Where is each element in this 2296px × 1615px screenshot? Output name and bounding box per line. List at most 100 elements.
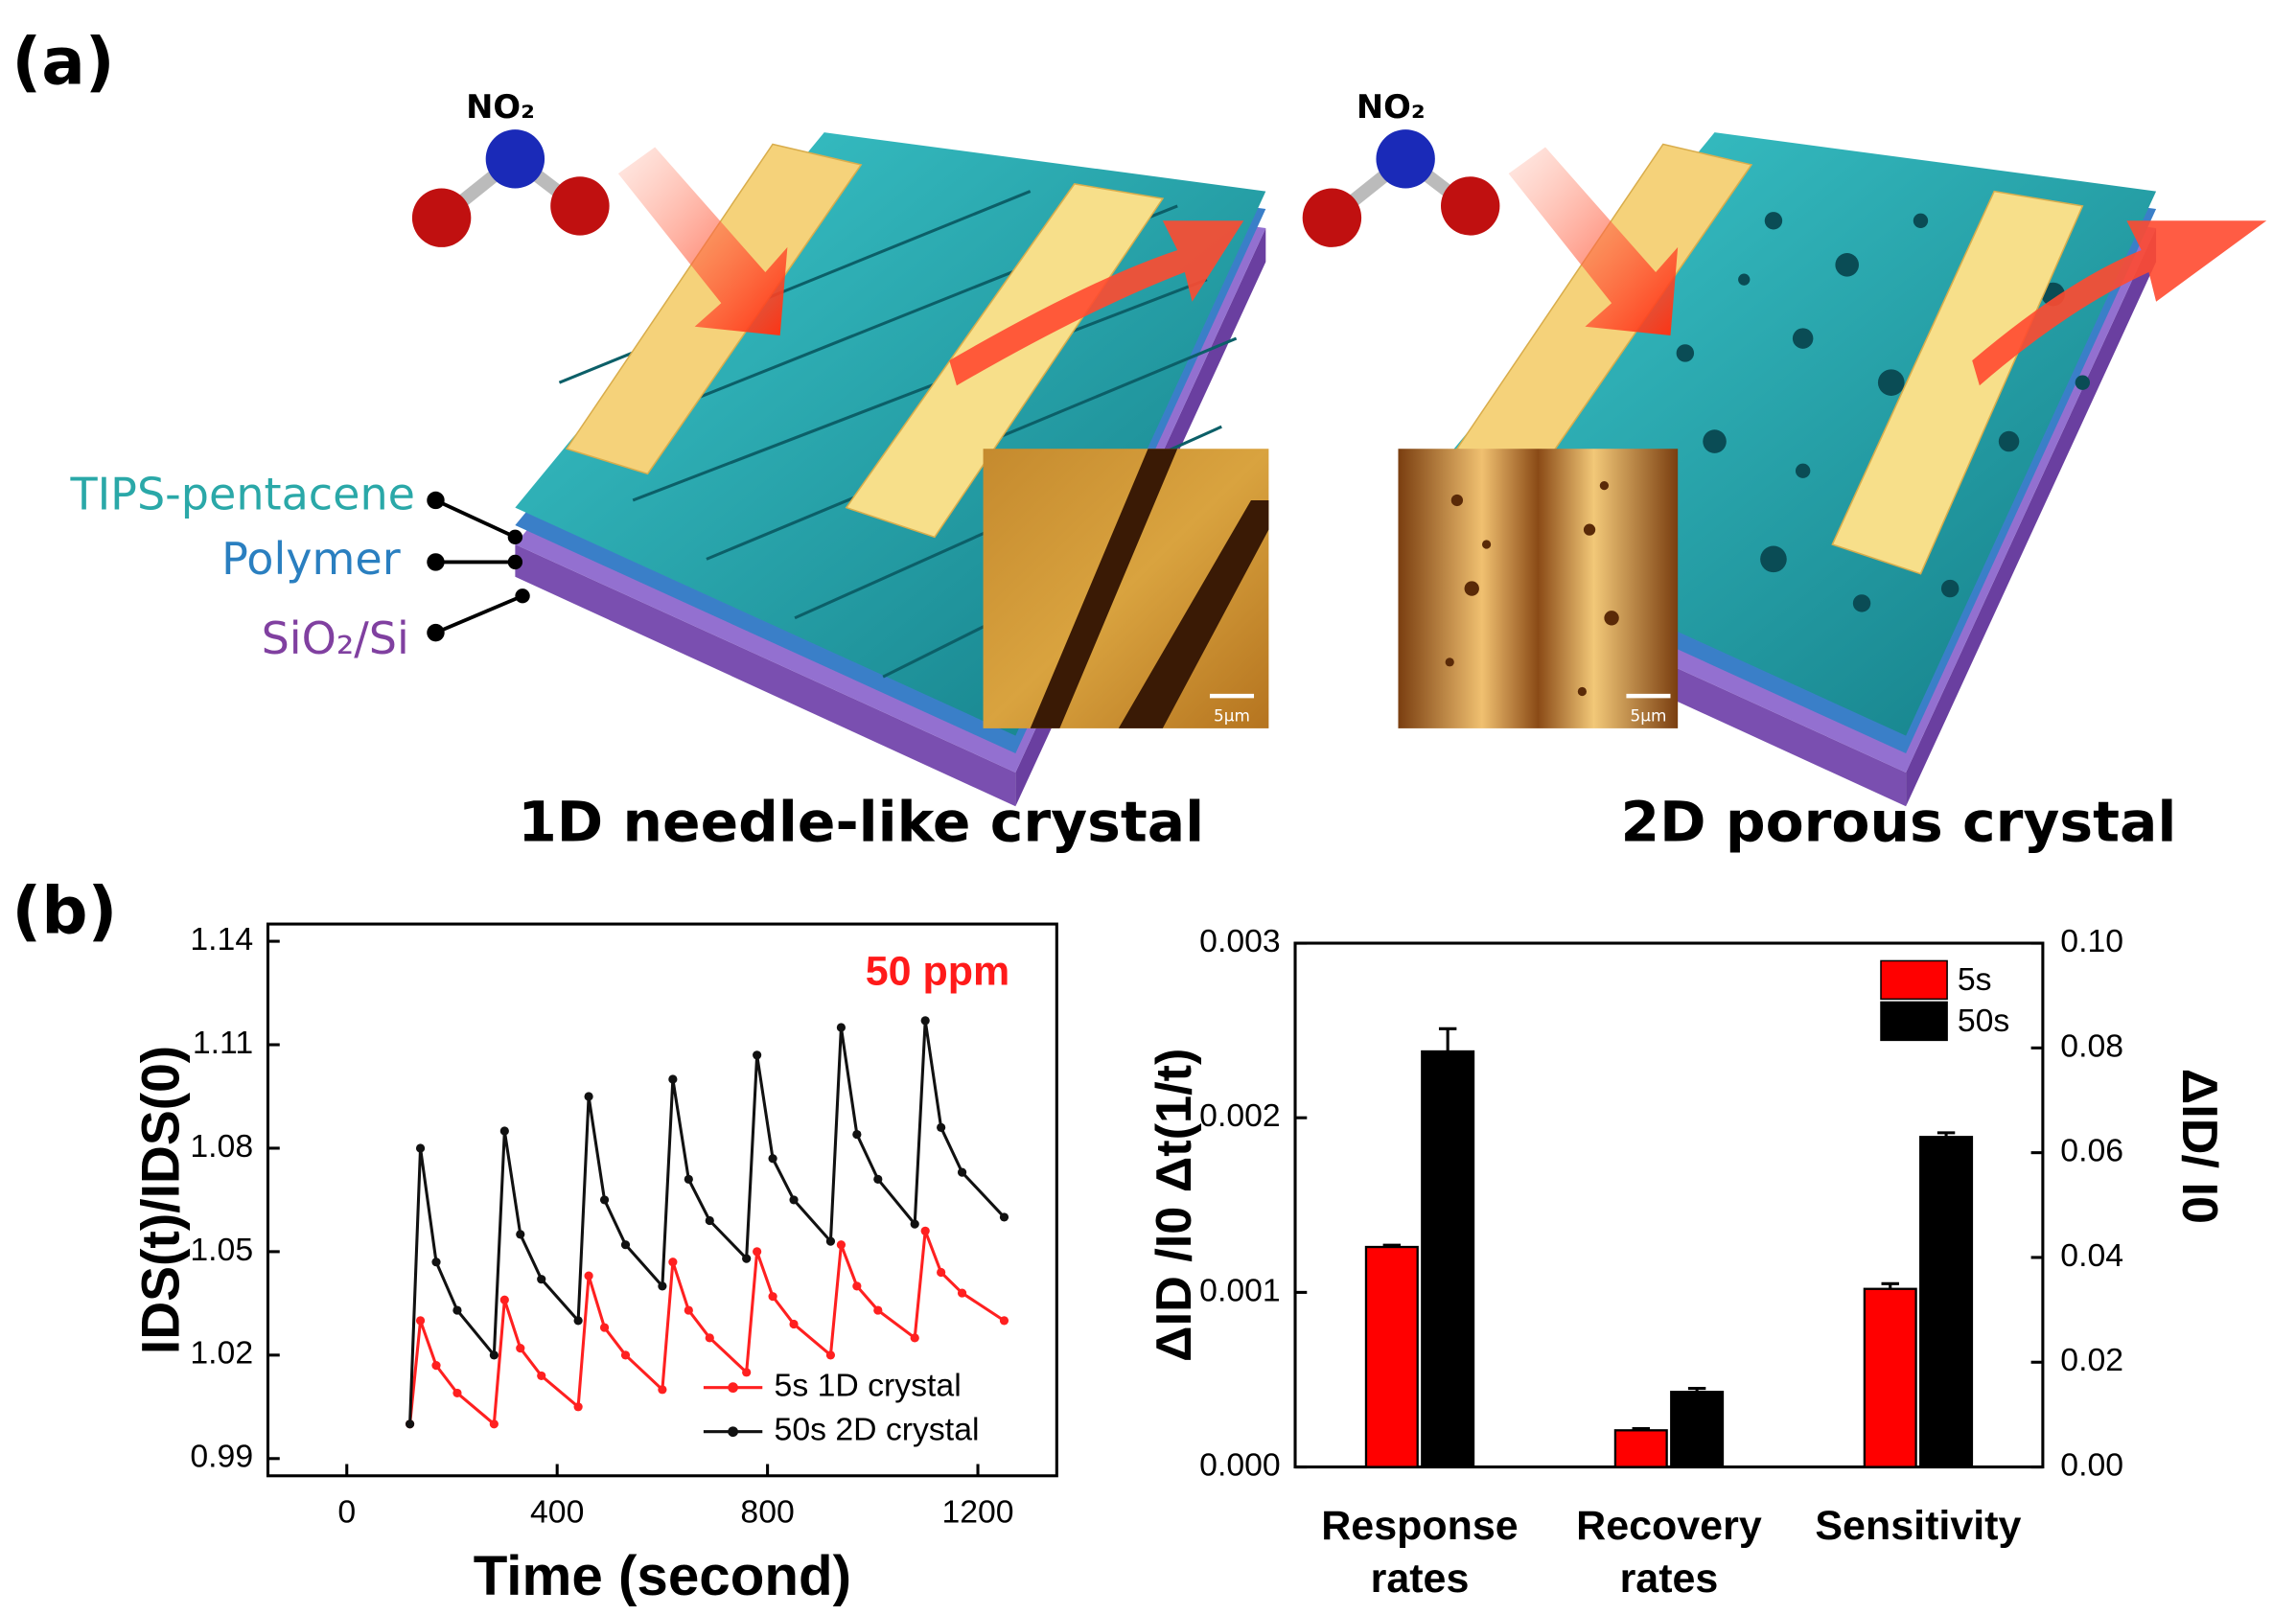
y-axis-label: ΔID /I0 Δt(1/t) <box>1147 1049 1202 1362</box>
data-point <box>684 1305 693 1315</box>
y-tick-label: 0.002 <box>1199 1097 1281 1134</box>
layer-label: SiO₂/Si <box>262 612 409 664</box>
circle <box>1764 212 1783 230</box>
data-point <box>431 1257 441 1267</box>
data-point <box>668 1074 678 1084</box>
data-point <box>537 1275 546 1284</box>
nitrogen-atom <box>485 129 545 189</box>
data-point <box>620 1240 631 1250</box>
y2-tick-label: 0.06 <box>2060 1133 2123 1169</box>
legend-marker <box>728 1426 738 1438</box>
bar <box>1613 1429 1668 1468</box>
data-point <box>489 1350 499 1360</box>
y-tick-label: 1.02 <box>190 1335 253 1372</box>
circle <box>1852 594 1871 612</box>
panel-label: (a) <box>12 24 114 100</box>
data-point <box>452 1388 462 1398</box>
legend-swatch <box>1880 959 1948 1001</box>
circle <box>1604 611 1619 626</box>
line <box>434 498 517 540</box>
layer-label: TIPS-pentacene <box>69 468 415 519</box>
oxygen-atom <box>550 176 610 236</box>
data-point <box>957 1167 967 1177</box>
circle <box>1583 523 1596 536</box>
oxygen-atom <box>1440 176 1500 236</box>
x-tick-label: Response rates <box>1321 1502 1519 1602</box>
data-point <box>573 1316 583 1326</box>
data-point <box>584 1092 593 1101</box>
circle <box>1913 213 1929 228</box>
leader-dot <box>427 491 445 510</box>
plot-frame <box>1293 941 2045 1469</box>
y2-axis-label: ΔID/ I0 <box>2171 1069 2227 1224</box>
data-point <box>836 1240 847 1250</box>
gas-arrow <box>1972 220 2267 386</box>
oxygen-atom <box>1302 188 1362 247</box>
line <box>632 278 1208 502</box>
data-point <box>768 1292 777 1302</box>
error-bar <box>1937 1131 1956 1138</box>
circle <box>1795 463 1811 478</box>
data-point <box>825 1350 836 1360</box>
x-tick-label: 0 <box>337 1494 356 1531</box>
data-point <box>489 1419 499 1429</box>
data-point <box>742 1254 752 1263</box>
data-point <box>825 1236 836 1246</box>
category-label-box: Recovery rates <box>1576 1502 1762 1602</box>
nitrogen-atom <box>1376 129 1435 189</box>
y-tick-label: 0.001 <box>1199 1272 1281 1308</box>
layer-label: Polymer <box>221 533 401 585</box>
data-point <box>499 1295 509 1304</box>
circle <box>2075 375 2091 390</box>
circle <box>1760 545 1787 573</box>
data-point <box>957 1288 967 1298</box>
error-bar <box>1382 1243 1402 1248</box>
scale-bar-label: 5μm <box>1630 706 1666 726</box>
y2-tick-label: 0.02 <box>2060 1342 2123 1378</box>
error-bar <box>1632 1426 1650 1431</box>
data-point <box>405 1419 415 1429</box>
data-point <box>836 1023 847 1032</box>
y-tick-label: 1.11 <box>193 1025 253 1061</box>
y2-tick-label: 0.08 <box>2060 1027 2123 1064</box>
data-point <box>516 1230 525 1239</box>
legend-marker <box>728 1382 738 1394</box>
data-point <box>768 1154 777 1164</box>
leader-dot <box>515 588 530 604</box>
afm-crack <box>1030 449 1269 728</box>
data-point <box>499 1126 509 1136</box>
data-point <box>789 1319 799 1329</box>
y-tick-label: 1.14 <box>190 921 253 957</box>
panel-label: (b) <box>12 872 117 948</box>
data-point <box>852 1281 862 1291</box>
scale-bar-label: 5μm <box>1214 706 1250 726</box>
x-tick-label: 1200 <box>941 1494 1013 1531</box>
data-point <box>873 1305 883 1315</box>
circle <box>1599 480 1610 491</box>
x-tick-label: 800 <box>740 1494 794 1531</box>
error-bar <box>1438 1027 1457 1051</box>
circle <box>1877 369 1905 396</box>
gas-arrow <box>1508 147 1679 336</box>
legend-label: 5s 1D crystal <box>775 1368 962 1404</box>
y2-tick-label: 0.04 <box>2060 1237 2123 1274</box>
data-point <box>789 1195 799 1205</box>
leader-dot <box>427 623 445 642</box>
data-point <box>753 1247 762 1257</box>
circle <box>1481 540 1492 549</box>
x-tick-label: Recovery rates <box>1576 1502 1762 1602</box>
substrate-side <box>515 544 1016 807</box>
data-point <box>999 1316 1009 1326</box>
legend-label: 50s <box>1958 1003 2009 1039</box>
afm-image <box>1398 449 1679 728</box>
data-point <box>937 1122 946 1132</box>
x-tick-label: Sensitivity <box>1815 1502 2022 1548</box>
data-point <box>658 1385 667 1395</box>
data-point <box>599 1323 610 1332</box>
y2-tick-label: 0.00 <box>2060 1446 2123 1483</box>
y-tick-label: 1.08 <box>190 1128 253 1165</box>
category-label-box: Response rates <box>1321 1502 1519 1602</box>
y2-tick-label: 0.10 <box>2060 923 2123 959</box>
y-tick-label: 0.003 <box>1199 923 1281 959</box>
